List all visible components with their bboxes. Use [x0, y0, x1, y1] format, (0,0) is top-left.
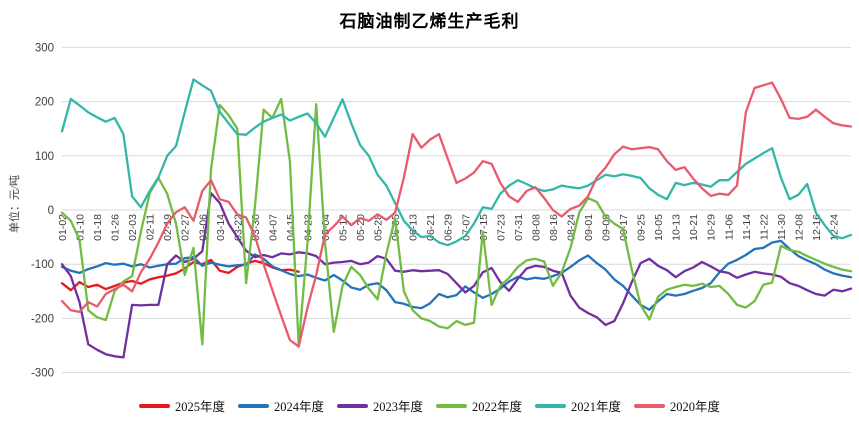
- x-tick-label: 05-04: [320, 214, 332, 241]
- x-tick-label: 10-21: [688, 214, 700, 241]
- legend-item-2023: 2023年度: [336, 396, 423, 415]
- x-tick-label: 01-18: [92, 214, 104, 241]
- y-tick-label: 300: [35, 42, 54, 54]
- x-tick-label: 09-01: [583, 214, 595, 241]
- legend-item-2022: 2022年度: [436, 396, 522, 415]
- chart-legend: 2025年度 2024年度 2023年度 2022年度 2021年度 2020年度: [0, 396, 859, 415]
- x-tick-label: 10-05: [653, 214, 665, 241]
- y-tick-label: -300: [31, 368, 54, 380]
- legend-item-label: 2023年度: [372, 400, 423, 414]
- legend-item-label: 2025年度: [174, 400, 225, 414]
- legend-item-2024: 2024年度: [237, 396, 324, 415]
- x-tick-label: 06-21: [425, 214, 437, 241]
- x-tick-label: 02-03: [127, 214, 139, 241]
- x-tick-label: 07-23: [495, 214, 507, 241]
- series-line-2022: [60, 97, 853, 347]
- x-tick-label: 09-17: [618, 214, 630, 241]
- y-tick-label: 100: [35, 151, 54, 163]
- x-tick-label: 11-22: [758, 214, 770, 240]
- x-tick-label: 11-30: [776, 214, 788, 240]
- series-line-2020: [60, 81, 853, 348]
- y-tick-label: 0: [48, 205, 54, 217]
- x-tick-label: 10-13: [671, 214, 683, 241]
- legend-swatch: [138, 403, 170, 408]
- y-tick-label: 200: [35, 97, 54, 109]
- x-tick-label: 02-19: [162, 214, 174, 241]
- legend-swatch: [436, 403, 467, 408]
- x-tick-label: 11-14: [741, 214, 753, 240]
- x-tick-label: 07-31: [513, 214, 525, 241]
- legend-swatch: [535, 403, 567, 408]
- legend-item-2020: 2020年度: [634, 396, 720, 415]
- x-tick-label: 12-16: [811, 214, 823, 241]
- legend-swatch: [336, 403, 368, 408]
- x-tick-label: 02-11: [145, 214, 157, 240]
- y-tick-label: -100: [31, 259, 54, 271]
- legend-item-label: 2024年度: [273, 400, 324, 414]
- x-tick-label: 01-26: [110, 214, 122, 241]
- legend-item-2021: 2021年度: [535, 396, 621, 415]
- legend-item-label: 2020年度: [670, 400, 721, 414]
- x-tick-label: 04-07: [267, 214, 279, 241]
- x-tick-label: 09-25: [636, 214, 648, 241]
- chart-title: 石脑油制乙烯生产毛利: [339, 12, 520, 31]
- x-tick-label: 07-07: [460, 214, 472, 241]
- x-tick-label: 02-27: [180, 214, 192, 241]
- x-tick-label: 01-02: [57, 214, 69, 241]
- x-tick-label: 10-29: [706, 214, 718, 241]
- x-tick-label: 05-28: [373, 214, 385, 241]
- series-line-2025: [60, 258, 300, 292]
- legend-swatch: [634, 403, 666, 408]
- x-tick-label: 12-08: [793, 214, 805, 241]
- legend-item-label: 2021年度: [571, 400, 622, 414]
- x-tick-label: 11-06: [723, 214, 735, 240]
- legend-swatch: [237, 403, 269, 408]
- x-tick-label: 07-15: [478, 214, 490, 241]
- x-tick-label: 03-14: [215, 214, 227, 241]
- x-tick-label: 04-15: [285, 214, 297, 241]
- x-tick-label: 06-29: [443, 214, 455, 241]
- series-line-2021: [60, 78, 853, 247]
- x-tick-label: 08-08: [530, 214, 542, 241]
- y-tick-label: -200: [31, 313, 54, 325]
- x-tick-label: 01-10: [75, 214, 87, 241]
- legend-item-label: 2022年度: [472, 400, 523, 414]
- legend-item-2025: 2025年度: [138, 396, 225, 415]
- x-tick-label: 08-16: [548, 214, 560, 241]
